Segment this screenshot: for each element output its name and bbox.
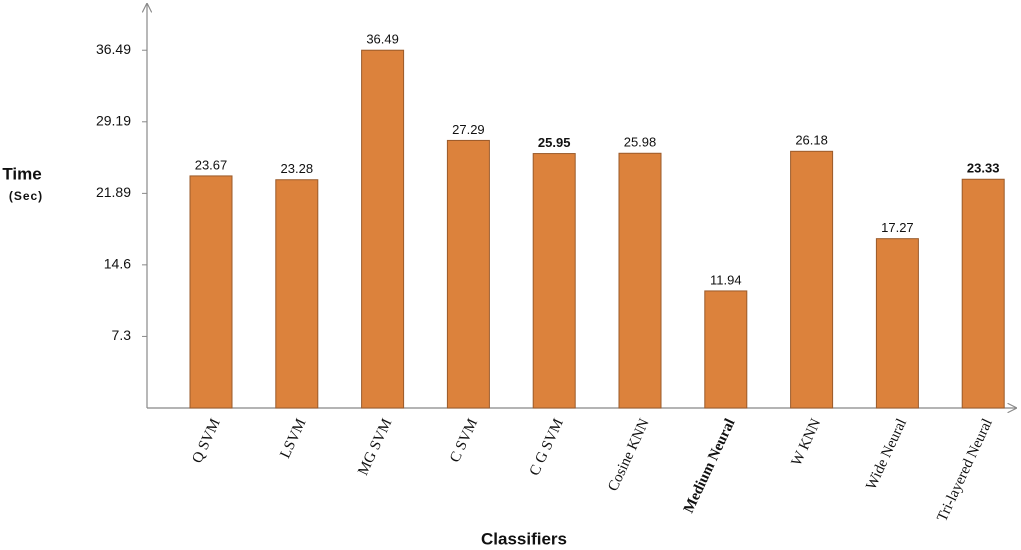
value-label: 23.67 xyxy=(195,157,228,172)
bar xyxy=(189,175,233,409)
y-axis-unit: (Sec) xyxy=(9,189,43,203)
bar xyxy=(790,150,834,409)
y-tick-label: 21.89 xyxy=(96,184,131,200)
x-tick-label: Cosine KNN xyxy=(605,416,653,494)
y-tick-label: 7.3 xyxy=(112,327,132,343)
bar xyxy=(961,178,1005,409)
x-tick-label: C G SVM xyxy=(527,416,567,478)
y-tick-label: 14.6 xyxy=(104,256,131,272)
bar xyxy=(704,290,748,409)
value-label: 36.49 xyxy=(366,32,399,47)
bar xyxy=(446,139,490,409)
value-label: 23.28 xyxy=(281,161,314,176)
x-axis-title: Classifiers xyxy=(481,529,567,548)
value-label: 25.95 xyxy=(538,135,571,150)
y-tick-label: 36.49 xyxy=(96,41,131,57)
bar xyxy=(875,238,919,409)
value-label: 17.27 xyxy=(881,220,914,235)
x-tick-label: Q SVM xyxy=(189,416,223,465)
x-tick-label: W KNN xyxy=(789,416,825,468)
y-axis-title: Time xyxy=(2,164,41,183)
bar xyxy=(618,152,662,409)
value-label: 23.33 xyxy=(967,161,1000,176)
value-label: 11.94 xyxy=(710,272,742,287)
x-tick-label: MG SVM xyxy=(355,416,395,478)
value-label: 26.18 xyxy=(795,133,828,148)
value-label: 27.29 xyxy=(452,122,485,137)
x-tick-label: LSVM xyxy=(277,416,309,461)
x-tick-label: Wide Neural xyxy=(863,416,910,492)
bar xyxy=(275,179,319,409)
value-label: 25.98 xyxy=(624,135,657,150)
y-tick-label: 29.19 xyxy=(96,112,131,128)
bar xyxy=(361,49,405,409)
x-tick-label: Tri-layered Neural xyxy=(934,416,996,524)
bar xyxy=(532,153,576,409)
x-tick-label: Medium Neural xyxy=(681,416,739,515)
x-tick-label: C SVM xyxy=(447,416,481,465)
